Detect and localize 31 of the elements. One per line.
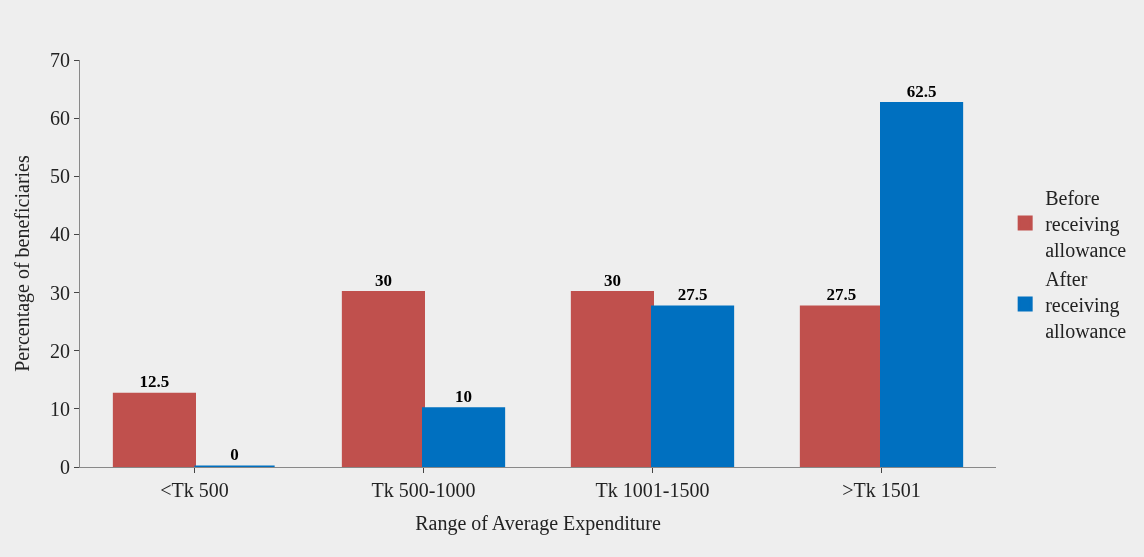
data-label: 30 xyxy=(374,270,392,290)
y-tick-label: 50 xyxy=(50,165,70,188)
data-label: 12.5 xyxy=(139,372,170,392)
y-axis-title: Percentage of beneficiaries xyxy=(10,155,34,372)
x-tick-label: >Tk 1501 xyxy=(842,479,921,501)
data-label: 27.5 xyxy=(677,285,708,305)
y-tick-label: 0 xyxy=(60,456,70,478)
legend-label: After receiving allowance xyxy=(1045,267,1127,342)
y-tick-label: 20 xyxy=(50,339,70,362)
y-tick-label: 60 xyxy=(50,107,70,130)
x-tick-label: <Tk 500 xyxy=(160,479,229,501)
y-tick-label: 30 xyxy=(50,281,70,304)
bar xyxy=(799,305,883,467)
data-label: 27.5 xyxy=(826,285,857,305)
bar xyxy=(341,291,425,467)
bar xyxy=(570,291,654,467)
data-label: 10 xyxy=(455,386,473,406)
x-tick-label: Tk 1001-1500 xyxy=(595,479,710,501)
bar xyxy=(880,102,964,467)
y-tick-label: 40 xyxy=(50,223,70,246)
y-tick-label: 10 xyxy=(50,397,70,420)
bar xyxy=(112,392,196,467)
legend-label: Before receiving allowance xyxy=(1045,186,1127,261)
data-label: 62.5 xyxy=(906,81,937,101)
y-tick-label: 70 xyxy=(50,49,70,71)
data-label: 0 xyxy=(230,445,239,464)
x-axis-title: Range of Average Expenditure xyxy=(415,511,661,535)
bar xyxy=(422,407,506,467)
data-label: 30 xyxy=(603,270,621,290)
bar xyxy=(651,305,735,467)
x-tick-label: Tk 500-1000 xyxy=(371,479,476,501)
